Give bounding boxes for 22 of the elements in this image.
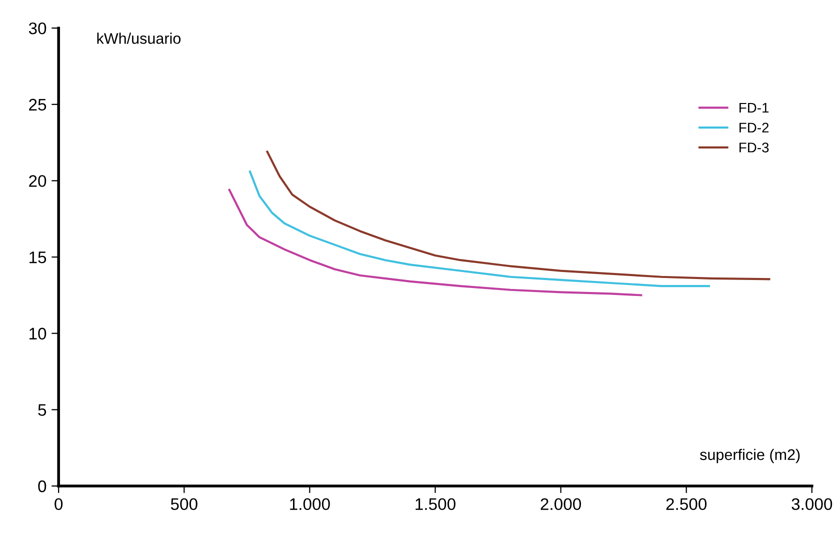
x-tick-label: 0 bbox=[54, 498, 63, 510]
y-tick-label: 20 bbox=[29, 175, 46, 187]
line-series bbox=[228, 188, 642, 296]
x-tick-label: 3.000 bbox=[792, 498, 832, 510]
x-tick-label: 1.000 bbox=[290, 498, 330, 510]
legend-label: FD-1 bbox=[740, 102, 769, 113]
line-series bbox=[248, 170, 710, 288]
y-tick-label: 15 bbox=[30, 252, 46, 264]
x-tick-label: 2.500 bbox=[666, 498, 707, 510]
x-tick-label: 1.500 bbox=[416, 498, 456, 510]
y-tick-label: 5 bbox=[38, 404, 46, 416]
line-series bbox=[266, 150, 770, 280]
y-tick-label: 25 bbox=[29, 98, 46, 111]
y-tick-label: 0 bbox=[38, 480, 46, 492]
legend-label: FD-2 bbox=[740, 122, 769, 132]
y-tick-label: 10 bbox=[30, 328, 46, 340]
y-tick-label: 30 bbox=[28, 22, 46, 34]
x-axis-title: superficie (m2) bbox=[700, 448, 800, 464]
legend-label: FD-3 bbox=[740, 142, 769, 152]
x-tick-label: 500 bbox=[170, 498, 198, 510]
y-axis-title: kWh/usuario bbox=[97, 32, 181, 44]
x-tick-label: 2.000 bbox=[540, 498, 581, 510]
